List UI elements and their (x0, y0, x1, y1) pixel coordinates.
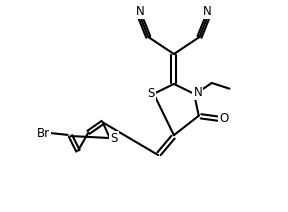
Text: O: O (219, 112, 228, 125)
Text: N: N (136, 5, 145, 18)
Text: N: N (203, 5, 212, 18)
Text: S: S (110, 131, 118, 145)
Text: Br: Br (37, 127, 50, 140)
Text: S: S (148, 87, 155, 100)
Text: N: N (194, 86, 202, 99)
